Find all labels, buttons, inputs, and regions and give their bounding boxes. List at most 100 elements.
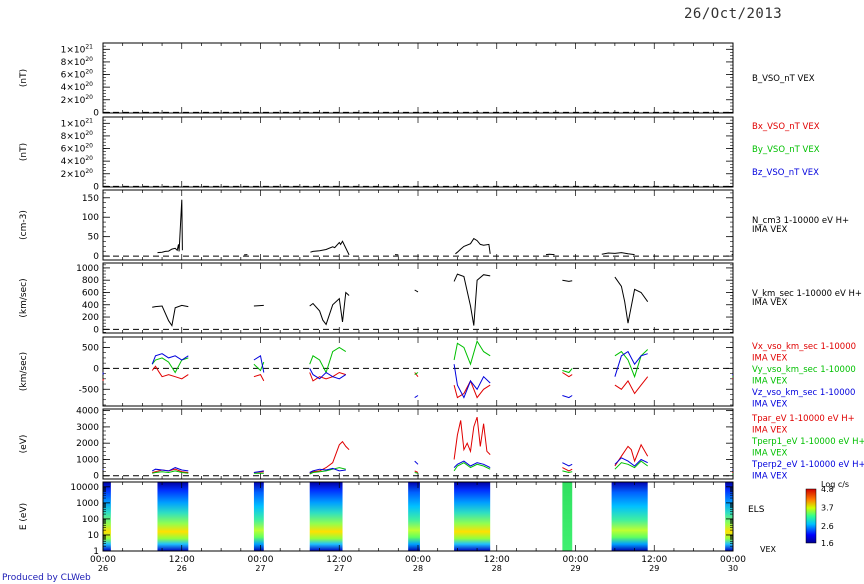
- series-line-Tperp2: [414, 460, 419, 465]
- panel-right-label: IMA VEX: [752, 225, 788, 235]
- series-line-Vx: [151, 365, 189, 380]
- y-axis-label: (cm-3): [19, 210, 29, 240]
- y-tick-label: -500: [79, 385, 100, 395]
- series-line-Tperp1: [152, 470, 189, 474]
- y-tick-label: 10: [88, 531, 100, 541]
- panel-velocity: 0 200 400 600 800 1000 (km/sec) V_km_sec 1-1000…: [19, 262, 862, 335]
- y-tick-label: 150: [82, 194, 99, 204]
- y-tick-label: 0: [93, 472, 99, 482]
- series-line-Vy: [614, 349, 649, 379]
- series-line-Tperp2: [151, 467, 189, 472]
- panel-right-label: Tperp1_eV 1-10000 eV H+: [751, 437, 864, 447]
- series-line-velocity: [152, 304, 189, 327]
- series-line-Vy: [562, 368, 573, 374]
- y-tick-label: 1000: [76, 499, 99, 509]
- panel-frame: [102, 408, 734, 480]
- y-axis-label: E (eV): [19, 503, 29, 530]
- panel-right-label: Vy_vso_km_sec 1-10000: [752, 365, 856, 375]
- date-title: 26/Oct/2013: [684, 6, 783, 22]
- time-tick-label: 12:00: [484, 555, 510, 565]
- panel-right-label: IMA VEX: [752, 298, 788, 308]
- series-line-Vz: [453, 364, 491, 399]
- time-tick-label: 12:00: [169, 555, 195, 565]
- spectrogram-block: [408, 482, 420, 551]
- panel-density: 0 50 100 150 (cm-3) N_cm3 1-10000 eV H+IMA VE…: [19, 189, 849, 262]
- series-line-Tperp1: [562, 470, 573, 474]
- spectrogram-block: [253, 482, 264, 551]
- y-tick-label: 600: [82, 288, 99, 298]
- series-line-Vx: [562, 372, 573, 378]
- series-line-Tperp1: [614, 460, 648, 470]
- y-tick-label: 800: [82, 276, 99, 286]
- y-tick-label: 6×1020: [61, 143, 94, 155]
- series-line-velocity: [309, 291, 350, 326]
- colorbar-title: Log c/s: [821, 480, 849, 489]
- panel-els-spectrogram: Log c/s 1.6 2.6 3.7 4.8 1 10 100 1000 10000 E (eV)…: [19, 480, 849, 557]
- produced-by-credit: Produced by CLWeb: [2, 573, 91, 583]
- series-line-velocity: [614, 276, 649, 324]
- series-line-Tperp2: [562, 462, 573, 467]
- panel-right-label: Bz_VSO_nT VEX: [752, 168, 819, 178]
- y-tick-label: 100: [82, 515, 99, 525]
- y-tick-label: 50: [88, 233, 100, 243]
- series-line-Tperp2: [614, 457, 648, 467]
- y-tick-label: 2×1020: [61, 94, 94, 106]
- series-line-Tpar: [414, 470, 419, 473]
- y-axis-label: (nT): [19, 69, 29, 87]
- panel-right-label: By_VSO_nT VEX: [752, 145, 820, 155]
- y-tick-label: 1000: [76, 264, 99, 274]
- panel-right-label: IMA VEX: [752, 472, 788, 482]
- panel-right-label: Tperp2_eV 1-10000 eV H+: [751, 460, 864, 470]
- y-tick-label: 400: [82, 301, 99, 311]
- time-tick-label: 00:00: [248, 555, 274, 565]
- series-line-Vy: [414, 372, 419, 376]
- panel-velocity-components: -500 0 500 (km/sec) Vx_vso_km_sec 1-10000 IMA…: [19, 336, 856, 410]
- colorbar-tick-label: 2.6: [821, 522, 834, 531]
- y-tick-label: 2×1020: [61, 168, 94, 180]
- series-line-Tperp1: [309, 467, 346, 475]
- colorbar-tick-label: 1.6: [821, 539, 834, 548]
- y-tick-label: 0: [93, 364, 99, 374]
- series-line-density: [157, 199, 183, 254]
- day-tick-label: 28: [492, 564, 502, 573]
- y-tick-label: 8×1020: [61, 56, 94, 68]
- spectrogram-block: [562, 482, 573, 551]
- time-tick-label: 12:00: [641, 555, 667, 565]
- y-tick-label: 8×1020: [61, 130, 94, 142]
- y-tick-label: 0: [93, 325, 99, 335]
- y-tick-label: 4×1020: [61, 81, 94, 93]
- spectrogram-block: [103, 482, 111, 551]
- series-line-density: [601, 252, 635, 256]
- series-line-Tperp2: [453, 460, 491, 469]
- panel-right-label: Bx_VSO_nT VEX: [752, 122, 820, 132]
- series-line-velocity: [562, 279, 573, 282]
- y-tick-label: 0: [93, 182, 99, 192]
- time-tick-label: 00:00: [720, 555, 746, 565]
- y-tick-label: 500: [82, 343, 99, 353]
- series-line-velocity: [253, 304, 264, 307]
- y-tick-label: 3000: [76, 423, 99, 433]
- y-tick-label: 6×1020: [61, 69, 94, 81]
- y-tick-label: 2000: [76, 439, 99, 449]
- series-line-Vz: [614, 350, 648, 377]
- panel-right-label: IMA VEX: [752, 377, 788, 387]
- series-line-velocity: [414, 289, 419, 293]
- series-line-Tperp2: [253, 470, 264, 473]
- y-axis-label: (eV): [19, 435, 29, 454]
- y-tick-label: 100: [82, 213, 99, 223]
- panel-frame: [102, 116, 734, 188]
- spectrogram-block: [454, 482, 491, 551]
- series-line-Tpar: [453, 416, 491, 460]
- series-line-Vx: [414, 372, 419, 378]
- series-line-Vz: [309, 368, 347, 380]
- panel-frame: [102, 189, 734, 261]
- y-tick-label: 1×1021: [61, 43, 94, 55]
- time-tick-label: 12:00: [326, 555, 352, 565]
- y-tick-label: 10000: [70, 483, 99, 493]
- panel-right-label: VEX: [760, 545, 777, 554]
- day-tick-label: 26: [98, 564, 108, 573]
- series-line-Tperp1: [414, 472, 419, 474]
- panel-right-label: V_km_sec 1-10000 eV H+: [752, 289, 862, 299]
